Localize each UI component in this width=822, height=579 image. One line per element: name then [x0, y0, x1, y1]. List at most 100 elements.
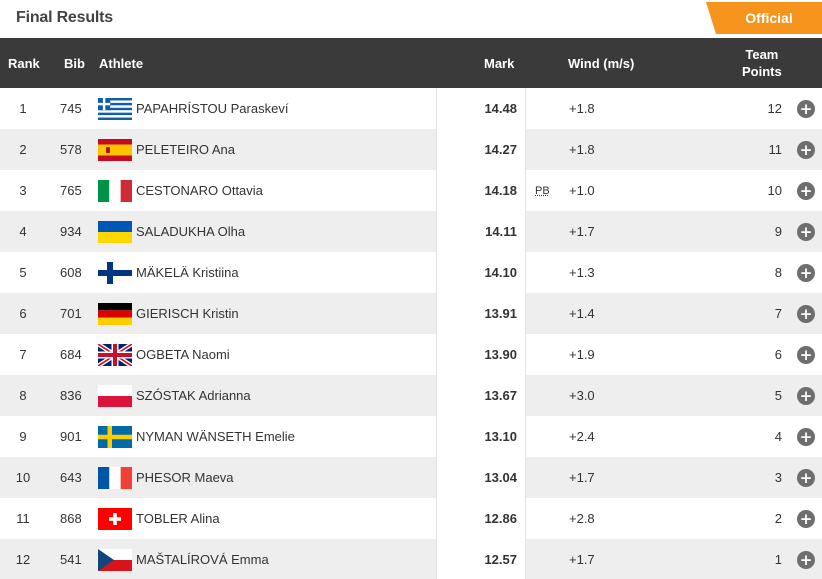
table-row: 7 684 OGBETA Naomi 13.90 +1.9 6 +	[0, 334, 822, 375]
team-points-cell: 10	[767, 183, 782, 198]
table-row: 2 578 PELETEIRO Ana 14.27 +1.8 11 +	[0, 129, 822, 170]
rank-cell: 1	[19, 101, 27, 116]
team-points-cell: 4	[774, 429, 782, 444]
mark-cell: 13.91	[436, 293, 526, 334]
athlete-name[interactable]: CESTONARO Ottavia	[136, 183, 263, 198]
mark-cell: 14.11	[436, 211, 526, 252]
plus-circle-icon: +	[797, 550, 815, 569]
plus-circle-icon: +	[797, 181, 815, 200]
expand-button[interactable]: +	[797, 375, 815, 416]
team-points-cell: 8	[774, 265, 782, 280]
table-row: 5 608 MÄKELÄ Kristiina 14.10 +1.3 8 +	[0, 252, 822, 293]
table-row: 3 765 CESTONARO Ottavia 14.18 PB +1.0 10…	[0, 170, 822, 211]
mark-cell: 14.48	[436, 88, 526, 129]
expand-button[interactable]: +	[797, 293, 815, 334]
column-header-athlete: Athlete	[99, 55, 144, 71]
rank-cell: 3	[19, 183, 27, 198]
wind-cell: +1.3	[569, 265, 595, 280]
column-header-wind: Wind (m/s)	[568, 55, 635, 71]
wind-cell: +1.4	[569, 306, 595, 321]
bib-cell: 684	[60, 347, 82, 362]
status-badge: Official	[706, 2, 822, 34]
column-header-mark: Mark	[484, 55, 515, 71]
athlete-name[interactable]: SALADUKHA Olha	[136, 224, 246, 239]
plus-circle-icon: +	[797, 468, 815, 487]
mark-cell: 14.10	[436, 252, 526, 293]
athlete-name[interactable]: PAPAHRÍSTOU Paraskeví	[136, 101, 289, 116]
wind-cell: +1.9	[569, 347, 595, 362]
rank-cell: 9	[19, 429, 27, 444]
france-flag-icon	[98, 457, 132, 498]
wind-cell: +1.7	[569, 470, 595, 485]
mark-cell: 12.86	[436, 498, 526, 539]
plus-circle-icon: +	[797, 140, 815, 159]
plus-circle-icon: +	[797, 222, 815, 241]
table-row: 4 934 SALADUKHA Olha 14.11 +1.7 9 +	[0, 211, 822, 252]
rank-cell: 5	[19, 265, 27, 280]
rank-cell: 6	[19, 306, 27, 321]
team-points-cell: 5	[774, 388, 782, 403]
expand-button[interactable]: +	[797, 170, 815, 211]
expand-button[interactable]: +	[797, 498, 815, 539]
expand-button[interactable]: +	[797, 129, 815, 170]
switzerland-flag-icon	[98, 498, 132, 539]
column-header-team-points: Team Points	[742, 38, 784, 88]
spain-flag-icon	[98, 129, 132, 170]
bib-cell: 934	[60, 224, 82, 239]
rank-cell: 10	[15, 470, 31, 485]
bib-cell: 836	[60, 388, 82, 403]
team-points-cell: 7	[774, 306, 782, 321]
expand-button[interactable]: +	[797, 334, 815, 375]
athlete-name[interactable]: MAŠTALÍROVÁ Emma	[136, 552, 269, 567]
athlete-name[interactable]: GIERISCH Kristin	[136, 306, 239, 321]
plus-circle-icon: +	[797, 99, 815, 118]
athlete-name[interactable]: OGBETA Naomi	[136, 347, 230, 362]
table-row: 9 901 NYMAN WÄNSETH Emelie 13.10 +2.4 4 …	[0, 416, 822, 457]
expand-button[interactable]: +	[797, 88, 815, 129]
mark-cell: 13.90	[436, 334, 526, 375]
wind-cell: +3.0	[569, 388, 595, 403]
athlete-name[interactable]: TOBLER Alina	[136, 511, 220, 526]
athlete-name[interactable]: SZÓSTAK Adrianna	[136, 388, 251, 403]
team-points-cell: 6	[774, 347, 782, 362]
expand-button[interactable]: +	[797, 457, 815, 498]
table-row: 12 541 MAŠTALÍROVÁ Emma 12.57 +1.7 1 +	[0, 539, 822, 579]
mark-cell: 14.18	[436, 170, 526, 211]
plus-circle-icon: +	[797, 304, 815, 323]
athlete-name[interactable]: MÄKELÄ Kristiina	[136, 265, 239, 280]
table-row: 10 643 PHESOR Maeva 13.04 +1.7 3 +	[0, 457, 822, 498]
team-points-cell: 1	[774, 552, 782, 567]
table-row: 8 836 SZÓSTAK Adrianna 13.67 +3.0 5 +	[0, 375, 822, 416]
germany-flag-icon	[98, 293, 132, 334]
column-header-team-points-line1: Team	[745, 47, 779, 62]
expand-button[interactable]: +	[797, 252, 815, 293]
bib-cell: 701	[60, 306, 82, 321]
table-row: 1 745 PAPAHRÍSTOU Paraskeví 14.48 +1.8 1…	[0, 88, 822, 129]
results-table-body: 1 7 4 5 PAPAHRÍSTOU Paraskeví 14.48 +1.8 1…	[0, 88, 822, 579]
wind-cell: +1.0	[569, 183, 595, 198]
wind-cell: +1.8	[569, 101, 595, 116]
expand-button[interactable]: +	[797, 416, 815, 457]
record-note: PB	[535, 184, 550, 197]
wind-cell: +1.7	[569, 224, 595, 239]
mark-cell: 13.10	[436, 416, 526, 457]
finland-flag-icon	[98, 252, 132, 293]
uk-flag-icon	[98, 334, 132, 375]
mark-cell: 13.04	[436, 457, 526, 498]
bib-cell: 608	[60, 265, 82, 280]
italy-flag-icon	[98, 170, 132, 211]
athlete-name[interactable]: NYMAN WÄNSETH Emelie	[136, 429, 295, 444]
plus-circle-icon: +	[797, 386, 815, 405]
wind-cell: +2.4	[569, 429, 595, 444]
expand-button[interactable]: +	[797, 539, 815, 579]
bib-cell: 578	[60, 142, 82, 157]
wind-cell: +1.7	[569, 552, 595, 567]
results-header: Final Results Official	[0, 0, 822, 38]
athlete-name[interactable]: PELETEIRO Ana	[136, 142, 235, 157]
wind-cell: +2.8	[569, 511, 595, 526]
athlete-name[interactable]: PHESOR Maeva	[136, 470, 234, 485]
team-points-cell: 12	[767, 101, 782, 116]
rank-cell: 12	[15, 552, 31, 567]
plus-circle-icon: +	[797, 345, 815, 364]
expand-button[interactable]: +	[797, 211, 815, 252]
